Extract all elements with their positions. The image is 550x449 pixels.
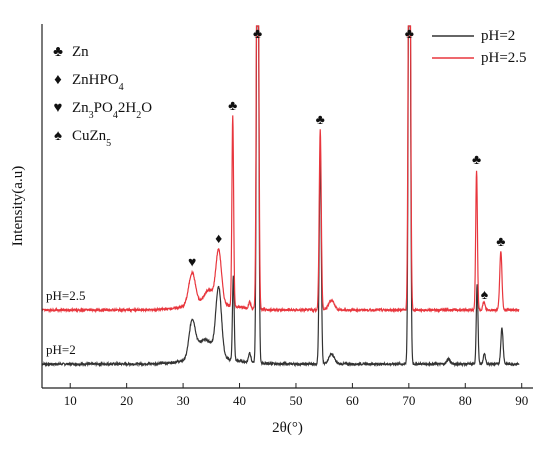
x-tick-label: 80 <box>459 393 472 408</box>
peak-marker-icon: ♠ <box>481 288 489 303</box>
phase-symbol-icon: ♠ <box>54 128 62 144</box>
peak-marker-icon: ♦ <box>215 232 222 247</box>
peak-marker-icon: ♥ <box>188 256 196 271</box>
x-tick-label: 50 <box>289 393 302 408</box>
peak-marker-icon: ♣ <box>405 27 414 42</box>
x-tick-label: 40 <box>233 393 246 408</box>
series-line-ph2-5 <box>41 25 520 314</box>
phase-symbol-icon: ♦ <box>54 72 62 88</box>
inline-series-label: pH=2.5 <box>46 288 85 303</box>
peak-marker-icon: ♣ <box>253 27 262 42</box>
phase-legend-label: Zn3PO42H2O <box>72 100 152 121</box>
series-line-ph2 <box>41 25 520 368</box>
peak-marker-icon: ♣ <box>228 99 237 114</box>
x-axis-label: 2θ(°) <box>272 420 303 436</box>
legend-label: pH=2.5 <box>481 50 527 66</box>
peak-marker-icon: ♣ <box>496 235 505 250</box>
x-tick-label: 10 <box>64 393 77 408</box>
phase-symbol-icon: ♣ <box>53 44 63 60</box>
phase-legend-label: CuZn5 <box>72 128 111 149</box>
peak-marker-icon: ♣ <box>472 153 481 168</box>
phase-symbol-icon: ♥ <box>54 100 63 116</box>
legend-label: pH=2 <box>481 28 515 44</box>
phase-legend-label: Zn <box>72 44 89 60</box>
inline-series-label: pH=2 <box>46 342 76 357</box>
x-tick-label: 30 <box>177 393 190 408</box>
x-tick-label: 20 <box>120 393 133 408</box>
peak-marker-icon: ♣ <box>316 113 325 128</box>
x-tick-label: 90 <box>515 393 528 408</box>
x-tick-label: 70 <box>402 393 415 408</box>
x-tick-label: 60 <box>346 393 359 408</box>
phase-legend-label: ZnHPO4 <box>72 72 124 93</box>
y-axis-label: Intensity(a.u) <box>10 166 26 246</box>
